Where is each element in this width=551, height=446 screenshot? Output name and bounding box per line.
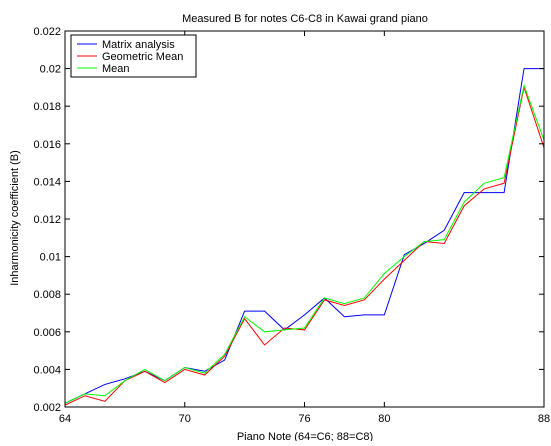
- y-tick-label: 0.02: [40, 64, 61, 76]
- y-axis-label: Inharmonicity coefficient (B): [9, 150, 21, 286]
- series-line-1: [64, 85, 545, 406]
- y-tick-label: 0.004: [33, 364, 61, 376]
- chart-title: Measured B for notes C6-C8 in Kawai gran…: [182, 13, 428, 25]
- y-tick-label: 0.014: [33, 176, 61, 188]
- y-tick-label: 0.022: [33, 26, 61, 38]
- legend-label-2: Mean: [102, 63, 130, 75]
- legend-label-1: Geometric Mean: [102, 51, 183, 63]
- y-tick-label: 0.012: [33, 214, 61, 226]
- x-tick-label: 76: [298, 413, 310, 425]
- legend-label-0: Matrix analysis: [102, 39, 175, 51]
- x-axis-label: Piano Note (64=C6; 88=C8): [237, 431, 373, 441]
- x-tick-label: 70: [179, 413, 191, 425]
- x-tick-label: 64: [59, 413, 71, 425]
- x-tick-label: 80: [378, 413, 390, 425]
- series-line-0: [64, 68, 544, 404]
- x-tick-label: 88: [538, 413, 550, 425]
- y-tick-label: 0.018: [33, 101, 61, 113]
- y-tick-label: 0.016: [33, 139, 61, 151]
- y-tick-label: 0.008: [33, 289, 61, 301]
- series-line-2: [64, 83, 545, 404]
- axes-box: [64, 30, 545, 408]
- plot-area: 64 70 76 80 88 0.002 0.004 0.006 0.008 0.01 0.012 0…: [33, 26, 550, 425]
- y-tick-label: 0.01: [40, 252, 61, 264]
- y-tick-label: 0.006: [33, 327, 61, 339]
- y-tick-label: 0.002: [33, 402, 61, 414]
